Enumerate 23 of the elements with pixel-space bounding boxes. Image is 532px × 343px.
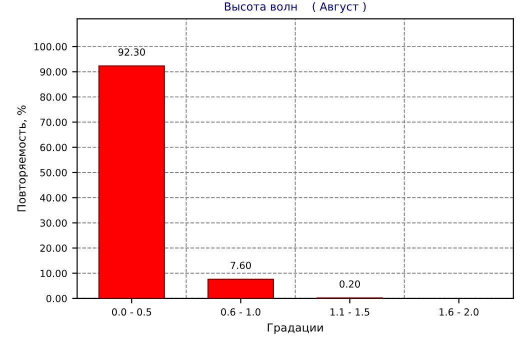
data-label: 0.20 — [340, 280, 360, 288]
bar — [98, 65, 165, 298]
y-tick-label: 60.00 — [40, 144, 67, 152]
x-axis-title: Градации — [268, 323, 323, 334]
y-tick-label: 30.00 — [40, 219, 67, 227]
chart-title: Высота волн ( Август ) — [224, 2, 366, 13]
y-tick-label: 80.00 — [40, 93, 67, 101]
y-tick-label: 40.00 — [40, 194, 67, 202]
x-tick-label: 1.6 - 2.0 — [440, 308, 479, 316]
data-label: 7.60 — [230, 262, 251, 270]
x-tick-label: 1.1 - 1.5 — [330, 308, 370, 316]
y-axis-title: Повторяемость, % — [17, 106, 28, 212]
x-tick-label: 0.0 - 0.5 — [112, 308, 152, 316]
y-tick-label: 20.00 — [40, 244, 67, 252]
y-tick-label: 100.00 — [34, 43, 67, 50]
y-tick-label: 10.00 — [40, 270, 67, 278]
y-tick-label: 70.00 — [40, 118, 67, 126]
y-tick-label: 90.00 — [40, 68, 67, 76]
y-tick-label: 0.00 — [46, 294, 67, 302]
x-tick-label: 0.6 - 1.0 — [221, 308, 260, 316]
data-label: 92.30 — [118, 48, 145, 56]
bar — [207, 278, 274, 298]
y-tick-label: 50.00 — [40, 168, 67, 176]
